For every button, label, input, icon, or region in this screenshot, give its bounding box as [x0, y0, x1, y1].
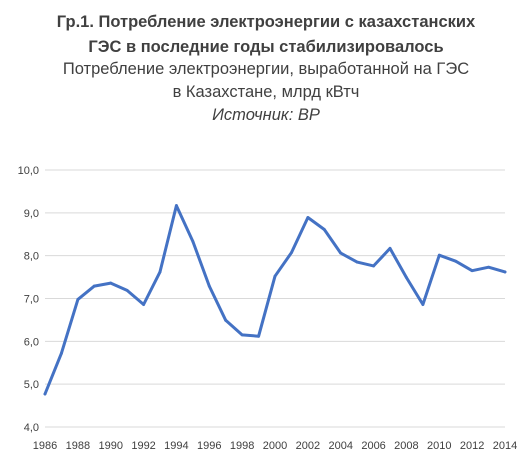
data-point: [92, 284, 96, 288]
data-point: [322, 228, 326, 231]
data-point: [487, 265, 490, 269]
y-tick-label: 7,0: [24, 294, 39, 306]
data-point: [372, 264, 375, 268]
data-point: [175, 204, 178, 207]
x-tick-label: 1994: [164, 440, 188, 452]
plot-area: [43, 204, 507, 396]
data-point: [240, 333, 244, 337]
data-point: [339, 251, 343, 255]
data-point: [405, 276, 408, 279]
x-tick-label: 2008: [394, 440, 418, 452]
x-tick-label: 2004: [328, 440, 352, 452]
x-tick-label: 1986: [33, 440, 57, 452]
chart-title-line-1: Гр.1. Потребление электроэнергии с казах…: [57, 13, 476, 31]
data-point: [503, 270, 507, 274]
data-point: [191, 240, 195, 243]
x-tick-label: 1992: [131, 440, 155, 452]
x-tick-label: 1996: [197, 440, 221, 452]
data-point: [158, 270, 162, 274]
x-tick-label: 1988: [66, 440, 90, 452]
x-tick-label: 1998: [230, 440, 254, 452]
data-point: [421, 303, 425, 306]
x-tick-label: 2006: [361, 440, 385, 452]
y-tick-label: 8,0: [24, 251, 39, 263]
series-line: [43, 204, 507, 396]
data-point: [207, 284, 211, 288]
data-point: [388, 246, 392, 250]
data-point: [355, 260, 359, 264]
data-point: [142, 303, 145, 306]
x-tick-label: 2014: [493, 440, 517, 452]
y-tick-label: 4,0: [24, 422, 39, 434]
x-tick-label: 2002: [296, 440, 320, 452]
y-tick-label: 6,0: [24, 336, 39, 348]
gridlines: [45, 169, 505, 428]
data-point: [224, 318, 228, 322]
x-axis: 1986 1988 1990 1992 1994 1996 1998 2000 2002 2004…: [33, 440, 517, 452]
data-point: [437, 253, 441, 257]
data-point: [306, 216, 310, 219]
y-tick-label: 10,0: [18, 165, 39, 177]
x-tick-label: 2012: [460, 440, 484, 452]
x-tick-label: 2010: [427, 440, 451, 452]
chart-title-line-2: ГЭС в последние годы стабилизировалось: [88, 38, 443, 56]
y-axis: 4,0 5,0 6,0 7,0 8,0 9,0 10,0: [18, 165, 39, 434]
chart-subtitle-line-1: Потребление электроэнергии, выработанной…: [63, 60, 469, 78]
data-point: [454, 259, 458, 263]
y-tick-label: 9,0: [24, 208, 39, 220]
chart-source: Источник: BP: [212, 106, 320, 124]
y-tick-label: 5,0: [24, 379, 39, 391]
data-point: [109, 281, 113, 285]
data-point: [76, 297, 80, 301]
data-point: [257, 334, 260, 338]
data-point: [43, 392, 47, 396]
data-point: [125, 288, 129, 292]
x-tick-label: 1990: [98, 440, 122, 452]
data-point: [60, 351, 63, 355]
x-tick-label: 2000: [263, 440, 287, 452]
data-point: [470, 269, 474, 273]
chart-subtitle-line-2: в Казахстане, млрд кВтч: [173, 83, 360, 101]
data-point: [290, 251, 293, 255]
data-point: [273, 274, 277, 278]
